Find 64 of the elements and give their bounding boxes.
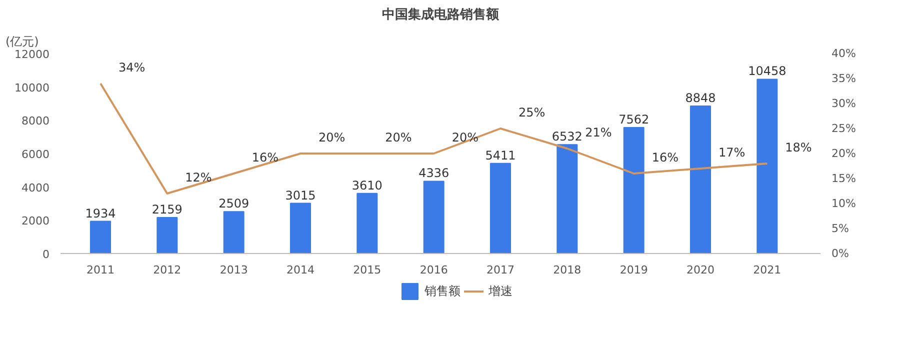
- x-tick-label: 2015: [353, 264, 382, 276]
- data-label: 3015: [285, 188, 316, 202]
- y-tick-label: 12000: [14, 48, 50, 61]
- data-label: 8848: [685, 91, 716, 106]
- data-label: 16%: [252, 150, 279, 164]
- y2-tick-label: 5%: [832, 222, 849, 235]
- x-tick-label: 2018: [553, 264, 582, 276]
- data-label: 25%: [518, 106, 546, 120]
- y2-tick-label: 35%: [832, 72, 856, 85]
- y2-tick-label: 30%: [832, 97, 856, 110]
- data-label: 1934: [85, 206, 116, 220]
- y2-tick-label: 10%: [832, 197, 856, 210]
- data-label: 20%: [385, 130, 412, 144]
- bar: [356, 192, 378, 254]
- data-label: 20%: [318, 130, 346, 144]
- x-tick-label: 2014: [286, 264, 315, 276]
- y2-tick-label: 40%: [832, 47, 856, 60]
- data-label: 16%: [652, 150, 679, 164]
- y-axis-title: (亿元): [6, 34, 39, 48]
- data-label: 2509: [218, 196, 250, 211]
- data-label: 20%: [452, 130, 479, 144]
- bar: [223, 211, 244, 254]
- y-tick-label: 0: [42, 248, 50, 261]
- bar: [556, 144, 578, 254]
- bar: [290, 202, 311, 254]
- bar: [156, 217, 178, 254]
- bar: [423, 180, 444, 254]
- legend-label: 增速: [488, 282, 512, 300]
- data-label: 3610: [352, 178, 382, 192]
- y-tick-label: 6000: [22, 148, 50, 161]
- y-tick-label: 8000: [22, 114, 50, 128]
- x-tick-label: 2020: [686, 264, 715, 276]
- data-label: 21%: [585, 126, 612, 140]
- x-tick-label: 2021: [753, 264, 782, 276]
- bar: [90, 220, 111, 254]
- y2-tick-label: 0%: [832, 247, 849, 260]
- x-tick-label: 2016: [420, 264, 448, 276]
- y-tick-label: 4000: [22, 181, 50, 194]
- bar: [756, 78, 778, 254]
- y2-tick-label: 20%: [832, 147, 856, 160]
- x-tick-label: 2019: [620, 264, 648, 276]
- bar: [623, 126, 644, 254]
- data-label: 18%: [785, 140, 812, 154]
- data-label: 6532: [552, 130, 582, 144]
- data-label: 5411: [485, 148, 516, 162]
- data-label: 17%: [718, 146, 746, 160]
- y-tick-label: 10000: [14, 81, 50, 94]
- data-label: 12%: [185, 170, 212, 184]
- y2-tick-label: 25%: [832, 122, 856, 135]
- data-label: 10458: [748, 64, 786, 78]
- bar: [690, 106, 711, 254]
- x-tick-label: 2012: [153, 264, 182, 276]
- data-label: 7562: [618, 112, 650, 126]
- bar: [490, 162, 511, 254]
- chart-title: 中国集成电路销售额: [382, 6, 500, 22]
- x-tick-label: 2011: [86, 264, 115, 276]
- x-tick-label: 2013: [220, 264, 248, 276]
- data-label: 34%: [118, 60, 146, 74]
- x-tick-label: 2017: [486, 264, 515, 276]
- y2-tick-label: 15%: [832, 172, 856, 185]
- y-tick-label: 2000: [22, 214, 50, 228]
- data-label: 2159: [152, 202, 182, 217]
- data-label: 4336: [418, 166, 450, 180]
- legend-label: 销售额: [424, 282, 460, 300]
